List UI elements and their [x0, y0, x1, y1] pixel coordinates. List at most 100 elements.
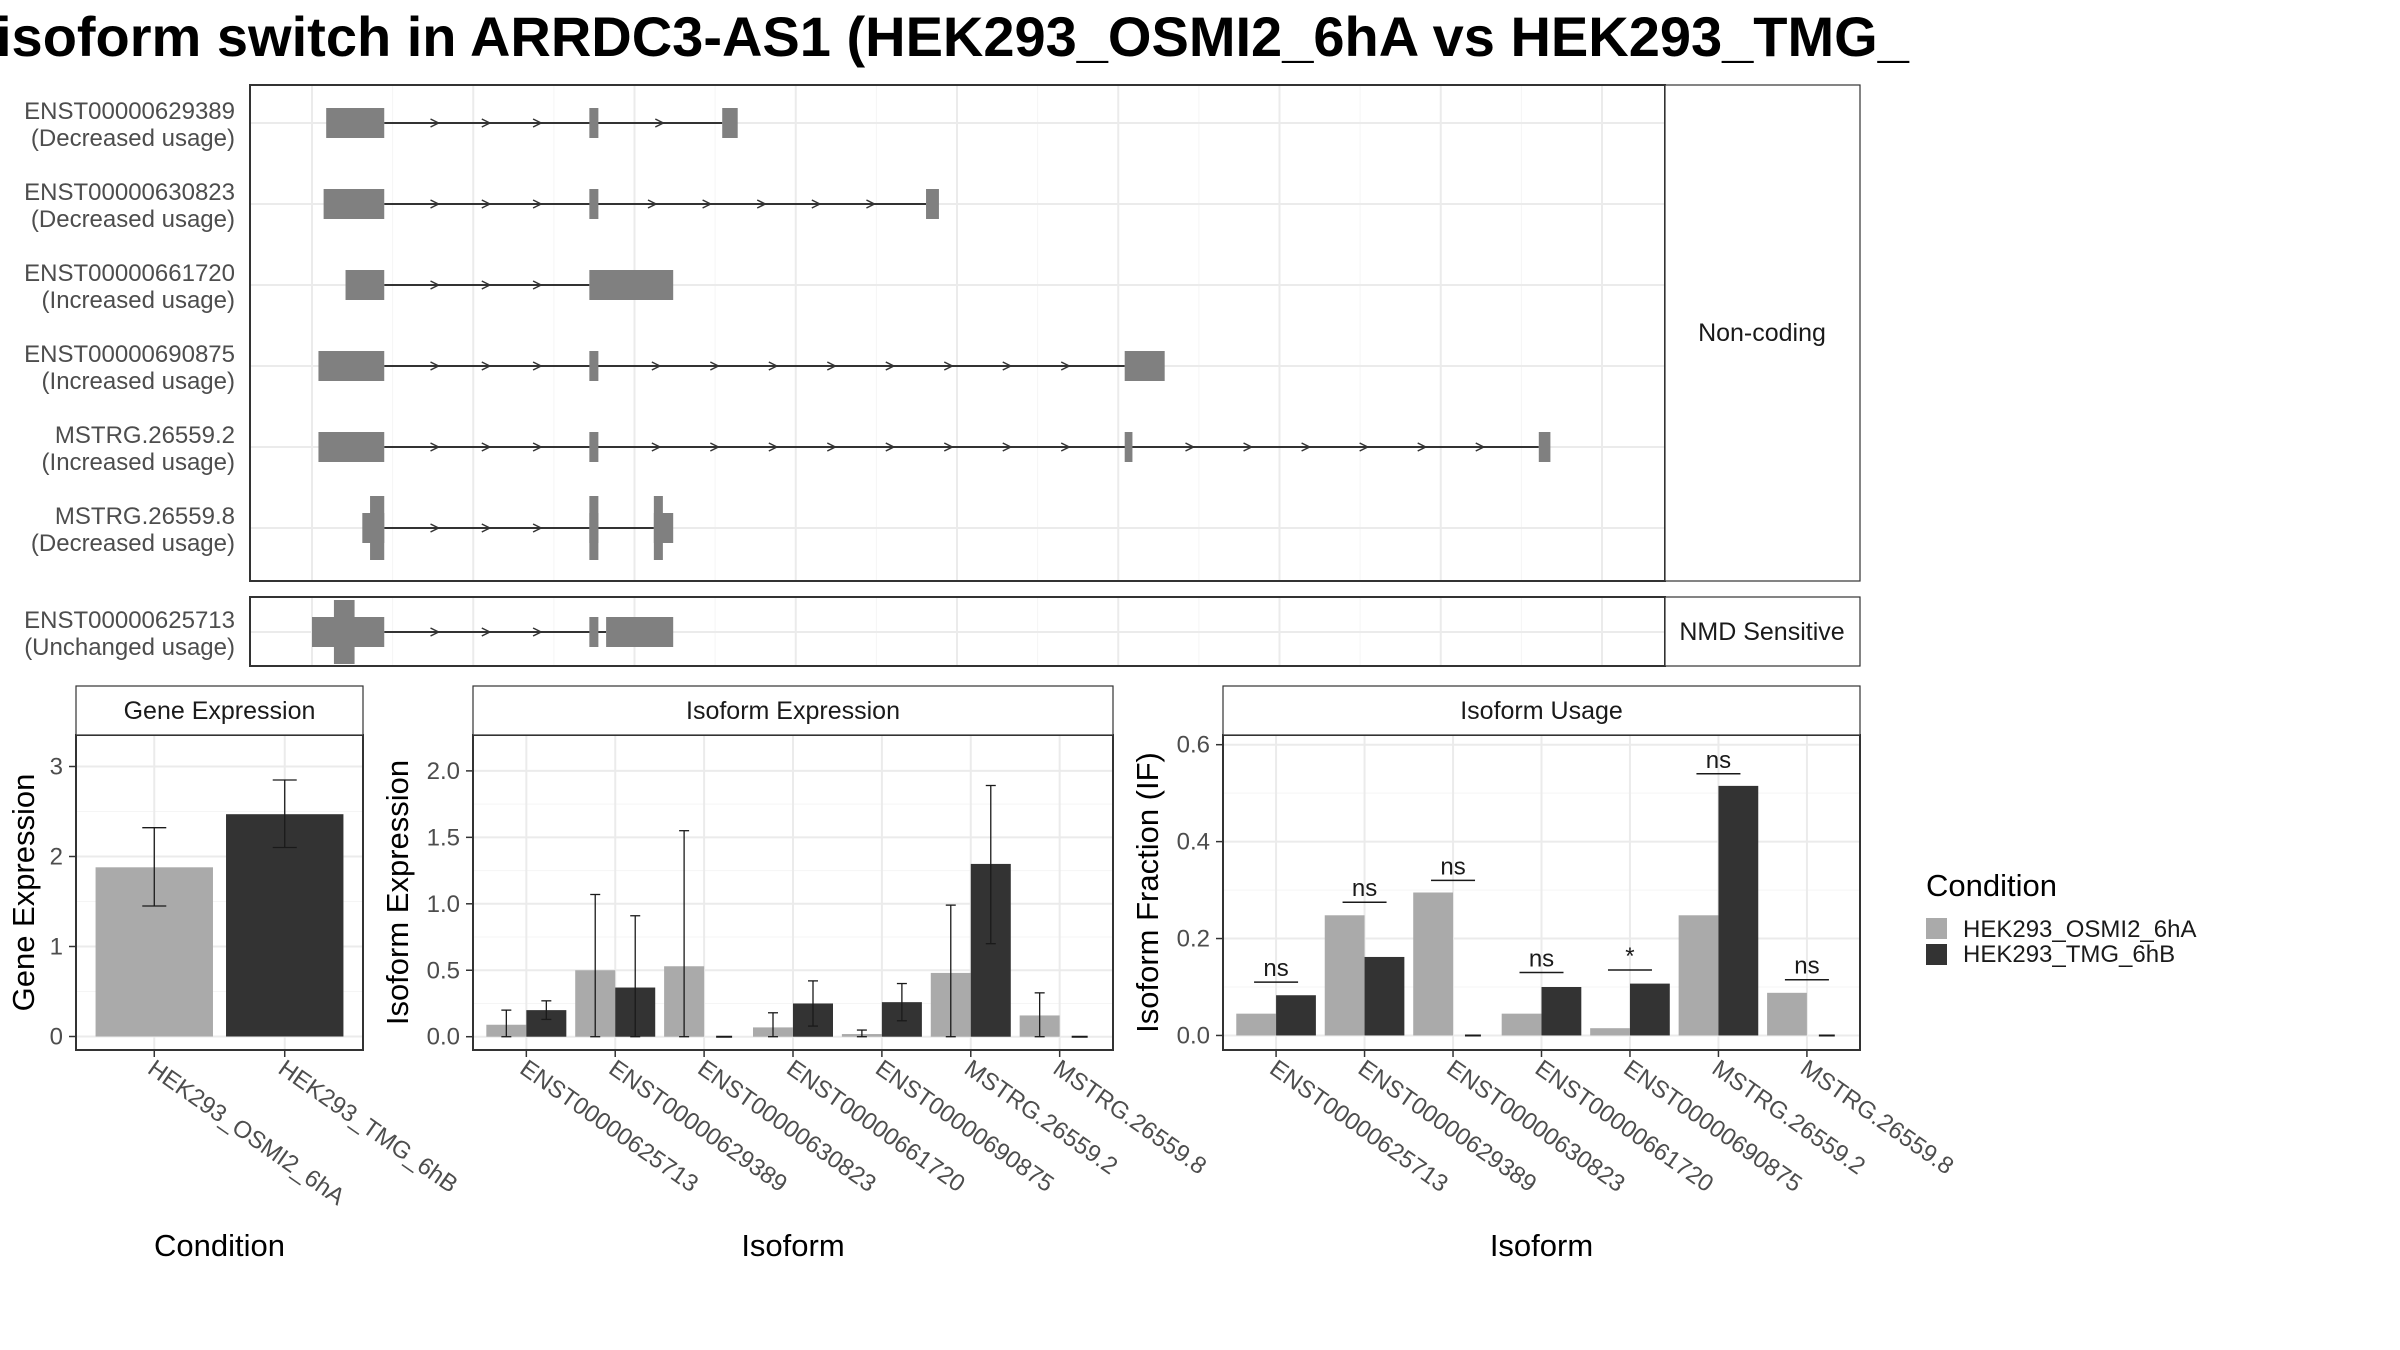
bar [1678, 915, 1719, 1036]
strand-arrow [647, 199, 658, 209]
y-tick-label: 1 [50, 934, 63, 961]
exon-block [589, 189, 599, 219]
strand-arrow [532, 199, 543, 209]
strand-arrow [481, 118, 492, 128]
exon-block [589, 108, 599, 138]
strand-arrow [430, 118, 441, 128]
x-tick-label: MSTRG.26559.8 [1795, 1055, 1958, 1180]
transcript-track: ENST00000625713(Unchanged usage) [24, 600, 674, 664]
strand-arrow [481, 523, 492, 533]
y-tick-label: 0.2 [1177, 926, 1210, 953]
strand-arrow [481, 442, 492, 452]
facet-strip-nmd-sensitive [1664, 596, 1861, 667]
legend-label-osmi2: HEK293_OSMI2_6hA [1963, 916, 2196, 943]
x-axis-title: Condition [154, 1228, 285, 1263]
strand-arrow [1475, 442, 1486, 452]
strand-arrow [811, 199, 822, 209]
bar [1590, 1028, 1630, 1036]
strand-arrow [532, 442, 543, 452]
strand-arrow [651, 442, 662, 452]
strand-arrow [1060, 361, 1071, 371]
transcript-usage-label: (Decreased usage) [31, 530, 235, 557]
strand-arrow [532, 118, 543, 128]
x-tick-label: MSTRG.26559.8 [1048, 1055, 1211, 1180]
exon-block [323, 189, 385, 219]
legend-label-tmg: HEK293_TMG_6hB [1963, 941, 2175, 968]
strand-arrow [430, 361, 441, 371]
y-tick-label: 0 [50, 1024, 63, 1051]
facet-strip [472, 685, 1114, 736]
y-axis-title: Isoform Expression [380, 760, 415, 1025]
strand-arrow [1243, 442, 1254, 452]
facet-label: Isoform Usage [1460, 697, 1623, 725]
strand-arrow [943, 361, 954, 371]
exon-block [318, 432, 385, 462]
transcript-id-label: MSTRG.26559.8 [55, 503, 235, 530]
strand-arrow [532, 627, 543, 637]
exon-block [606, 617, 674, 647]
legend-key-tmg [1926, 944, 1947, 965]
transcript-track: ENST00000661720(Increased usage) [24, 260, 674, 314]
strand-arrow [430, 199, 441, 209]
significance-label: ns [1794, 953, 1819, 980]
bar [1236, 1013, 1277, 1036]
facet-label-noncoding: Non-coding [1698, 319, 1826, 347]
x-axis-title: Isoform [741, 1228, 844, 1263]
significance-label: ns [1706, 747, 1731, 774]
transcript-id-label: ENST00000629389 [24, 98, 235, 125]
transcript-id-label: ENST00000625713 [24, 607, 235, 634]
facet-strip-noncoding [1664, 84, 1861, 582]
transcript-track: ENST00000629389(Decreased usage) [24, 98, 738, 152]
exon-block [589, 617, 599, 647]
strand-arrow [702, 199, 713, 209]
facet-strip [1222, 685, 1861, 736]
cds-block [370, 496, 385, 560]
strand-arrow [532, 361, 543, 371]
legend-title: Condition [1926, 868, 2057, 903]
cds-block [653, 496, 663, 560]
strand-arrow [1002, 442, 1013, 452]
strand-arrow [1185, 442, 1196, 452]
transcript-tracks: ENST00000629389(Decreased usage)ENST0000… [24, 98, 1551, 560]
strand-arrow [1060, 442, 1071, 452]
strand-arrow [430, 442, 441, 452]
strand-arrow [943, 442, 954, 452]
significance-label: * [1625, 943, 1634, 970]
y-axis-title: Gene Expression [6, 774, 41, 1012]
strand-arrow [768, 361, 779, 371]
facet-label: Gene Expression [124, 697, 316, 725]
strand-arrow [532, 523, 543, 533]
strand-arrow [532, 280, 543, 290]
strand-arrow [481, 361, 492, 371]
bar [1324, 915, 1365, 1036]
strand-arrow [651, 361, 662, 371]
strand-arrow [1002, 361, 1013, 371]
y-tick-label: 0.0 [1177, 1022, 1210, 1049]
transcript-usage-label: (Decreased usage) [31, 125, 235, 152]
exon-block [1538, 432, 1551, 462]
strand-arrow [430, 280, 441, 290]
x-tick-label: MSTRG.26559.2 [959, 1055, 1122, 1180]
y-tick-label: 3 [50, 754, 63, 781]
transcript-track: MSTRG.26559.2(Increased usage) [42, 422, 1551, 476]
figure-title: isoform switch in ARRDC3-AS1 (HEK293_OSM… [0, 5, 1910, 68]
strand-arrow [481, 199, 492, 209]
bar [1364, 956, 1405, 1036]
facet-label: Isoform Expression [686, 697, 900, 725]
y-tick-label: 0.6 [1177, 732, 1210, 759]
legend-key-osmi2 [1926, 918, 1947, 939]
strand-arrow [710, 442, 721, 452]
bar [1629, 983, 1670, 1036]
transcript-track: ENST00000690875(Increased usage) [24, 341, 1165, 395]
isoform-expression-chart: Isoform Expression0.00.51.01.52.0ENST000… [380, 685, 1211, 1263]
exon-block [722, 108, 738, 138]
structure-panel-noncoding: ENST00000629389(Decreased usage)ENST0000… [24, 84, 1861, 582]
facet-label-nmd-sensitive: NMD Sensitive [1679, 618, 1844, 646]
exon-block [589, 270, 674, 300]
bar [1718, 785, 1759, 1036]
facet-strip [75, 685, 364, 736]
strand-arrow [710, 361, 721, 371]
structure-panel-nmd-sensitive: ENST00000625713(Unchanged usage) NMD Sen… [24, 596, 1861, 667]
transcript-id-label: ENST00000690875 [24, 341, 235, 368]
